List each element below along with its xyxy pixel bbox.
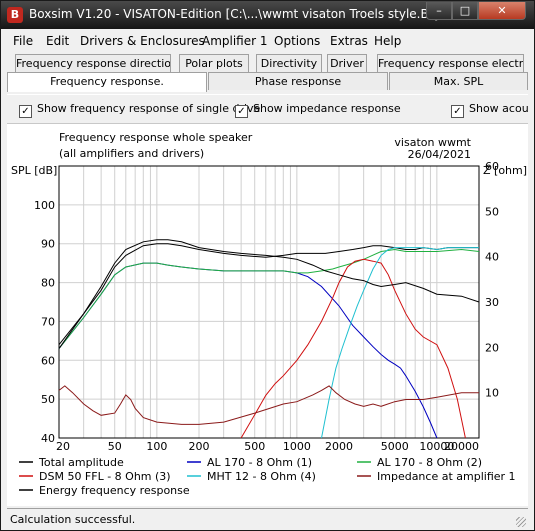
legend-label: MHT 12 - 8 Ohm (4) bbox=[207, 470, 316, 483]
y-tick-labels: 40 50 60 70 80 90 100 10 20 30 40 50 60 bbox=[34, 160, 499, 445]
legend-label: DSM 50 FFL - 8 Ohm (3) bbox=[39, 470, 171, 483]
series-line-3 bbox=[58, 248, 480, 349]
menu-options[interactable]: Options bbox=[274, 34, 321, 48]
menu-bar: File Edit Drivers & Enclosures Amplifier… bbox=[7, 31, 528, 51]
x-tick-label: 1000 bbox=[283, 440, 311, 453]
impedance-axis-label: Z [ohm] bbox=[483, 164, 527, 177]
option-acoustic[interactable]: ✓ Show acous bbox=[451, 102, 528, 118]
plot-title-line-1: Frequency response whole speaker bbox=[59, 131, 253, 144]
tab-max-spl[interactable]: Max. SPL bbox=[389, 72, 528, 90]
option-acoustic-label: Show acous bbox=[469, 102, 528, 115]
x-tick-label: 20000 bbox=[444, 440, 479, 453]
menu-edit[interactable]: Edit bbox=[46, 34, 70, 48]
x-tick-label: 2000 bbox=[325, 440, 353, 453]
series-line-4 bbox=[240, 258, 466, 439]
tab-phase-response[interactable]: Phase response bbox=[208, 72, 388, 90]
x-tick-label: 10000 bbox=[419, 440, 454, 453]
series-line-6 bbox=[58, 385, 479, 425]
option-impedance-response-label: Show impedance response bbox=[253, 102, 401, 115]
tab-polar-plots[interactable]: Polar plots bbox=[179, 54, 249, 72]
tab-row-1: Frequency response directions Polar plot… bbox=[7, 54, 528, 72]
window-title: Boxsim V1.20 - VISATON-Edition [C:\...\w… bbox=[29, 7, 445, 21]
title-bar[interactable]: B Boxsim V1.20 - VISATON-Edition [C:\...… bbox=[1, 1, 534, 29]
menu-amplifier-1[interactable]: Amplifier 1 bbox=[202, 34, 268, 48]
tab-directivity[interactable]: Directivity bbox=[256, 54, 322, 72]
spl-tick-label: 70 bbox=[41, 315, 55, 328]
series-line-7 bbox=[58, 239, 480, 349]
status-message: Calculation successful. bbox=[10, 513, 136, 526]
tab-row-2: Frequency response. Phase response Max. … bbox=[7, 72, 528, 92]
legend-label: AL 170 - 8 Ohm (1) bbox=[207, 456, 312, 469]
plot-project-name: visaton wwmt bbox=[394, 136, 471, 149]
legend-label: AL 170 - 8 Ohm (2) bbox=[377, 456, 482, 469]
plot-frame bbox=[58, 165, 480, 439]
impedance-tick-label: 30 bbox=[485, 296, 499, 309]
option-single-drive-label: Show frequency response of single drive bbox=[37, 102, 261, 115]
x-tick-label: 100 bbox=[146, 440, 167, 453]
display-options-bar: ✓ Show frequency response of single drive… bbox=[7, 94, 528, 124]
impedance-tick-label: 60 bbox=[485, 160, 499, 173]
spl-tick-label: 40 bbox=[41, 432, 55, 445]
checkbox-single-drive[interactable]: ✓ bbox=[19, 105, 32, 118]
frequency-response-plot-panel: Frequency response whole speaker (all am… bbox=[7, 124, 528, 506]
spl-tick-label: 80 bbox=[41, 277, 55, 290]
legend-label: Total amplitude bbox=[38, 456, 124, 469]
minimize-button[interactable]: – bbox=[426, 2, 452, 20]
spl-tick-label: 60 bbox=[41, 354, 55, 367]
resize-grip-icon[interactable] bbox=[516, 517, 526, 527]
maximize-button[interactable]: □ bbox=[452, 2, 478, 20]
spl-tick-label: 90 bbox=[41, 238, 55, 251]
frequency-response-chart: Frequency response whole speaker (all am… bbox=[11, 131, 527, 497]
impedance-tick-label: 40 bbox=[485, 251, 499, 264]
legend-label: Impedance at amplifier 1 bbox=[377, 470, 516, 483]
boxsim-app-icon[interactable]: B bbox=[7, 7, 23, 23]
spl-tick-label: 100 bbox=[34, 199, 55, 212]
status-bar: Calculation successful. bbox=[7, 508, 528, 529]
option-impedance-response[interactable]: ✓ Show impedance response bbox=[235, 102, 401, 118]
impedance-tick-label: 10 bbox=[485, 387, 499, 400]
chart-legend: Total amplitude AL 170 - 8 Ohm (1) AL 170 … bbox=[19, 456, 516, 497]
checkbox-impedance-response[interactable]: ✓ bbox=[235, 105, 248, 118]
menu-file[interactable]: File bbox=[13, 34, 34, 48]
plot-grid bbox=[59, 166, 479, 439]
series-lines bbox=[58, 239, 480, 439]
plot-date: 26/04/2021 bbox=[408, 148, 471, 161]
x-tick-label: 50 bbox=[108, 440, 122, 453]
checkbox-acoustic[interactable]: ✓ bbox=[451, 105, 464, 118]
menu-help[interactable]: Help bbox=[374, 34, 402, 48]
tab-frequency-response-directions[interactable]: Frequency response directions bbox=[15, 54, 171, 72]
x-tick-label: 5000 bbox=[381, 440, 409, 453]
menu-drivers-enclosures[interactable]: Drivers & Enclosures bbox=[80, 34, 205, 48]
spl-tick-label: 50 bbox=[41, 393, 55, 406]
tab-driver[interactable]: Driver bbox=[327, 54, 367, 72]
tab-frequency-response[interactable]: Frequency response. bbox=[7, 72, 207, 92]
impedance-tick-label: 20 bbox=[485, 341, 499, 354]
series-line-1 bbox=[58, 243, 479, 346]
series-line-5 bbox=[321, 247, 479, 439]
close-button[interactable]: ✕ bbox=[478, 2, 526, 20]
x-tick-label: 500 bbox=[244, 440, 265, 453]
menu-extras[interactable]: Extras bbox=[330, 34, 368, 48]
x-tick-label: 20 bbox=[56, 440, 70, 453]
spl-axis-label: SPL [dB] bbox=[11, 164, 57, 177]
impedance-tick-label: 50 bbox=[485, 205, 499, 218]
x-tick-label: 200 bbox=[189, 440, 210, 453]
legend-label: Energy frequency response bbox=[39, 484, 190, 497]
tab-frequency-response-electrical[interactable]: Frequency response electr.. bbox=[377, 54, 524, 72]
plot-title-line-2: (all amplifiers and drivers) bbox=[59, 147, 204, 160]
option-single-drive[interactable]: ✓ Show frequency response of single drive bbox=[19, 102, 260, 118]
